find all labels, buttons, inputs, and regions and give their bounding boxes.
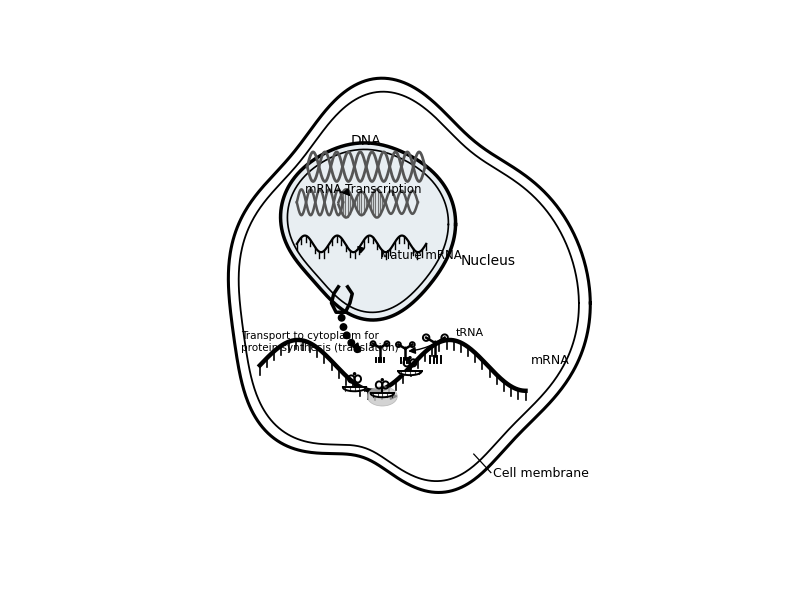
- Circle shape: [382, 379, 383, 381]
- Text: Mature mRNA: Mature mRNA: [380, 249, 462, 262]
- Polygon shape: [398, 371, 422, 375]
- Text: DNA: DNA: [350, 134, 382, 148]
- Circle shape: [434, 341, 437, 343]
- Text: mRNA Transcription: mRNA Transcription: [305, 184, 421, 196]
- Text: tRNA: tRNA: [455, 328, 483, 338]
- Circle shape: [409, 356, 411, 359]
- Circle shape: [338, 314, 345, 321]
- Text: Nucleus: Nucleus: [461, 254, 516, 268]
- Text: Transport to cytoplasm for
protein synthesis (translation): Transport to cytoplasm for protein synth…: [242, 331, 399, 353]
- Text: mRNA: mRNA: [531, 354, 570, 367]
- Polygon shape: [331, 287, 352, 312]
- Circle shape: [354, 346, 361, 352]
- Ellipse shape: [367, 386, 398, 406]
- Circle shape: [354, 373, 355, 375]
- Text: Cell membrane: Cell membrane: [493, 467, 589, 481]
- Polygon shape: [281, 143, 455, 320]
- Circle shape: [348, 340, 354, 346]
- Circle shape: [343, 332, 350, 338]
- Polygon shape: [228, 78, 590, 493]
- Polygon shape: [343, 388, 366, 391]
- Polygon shape: [370, 394, 394, 397]
- Circle shape: [379, 346, 381, 348]
- Circle shape: [405, 347, 406, 349]
- Circle shape: [340, 324, 346, 330]
